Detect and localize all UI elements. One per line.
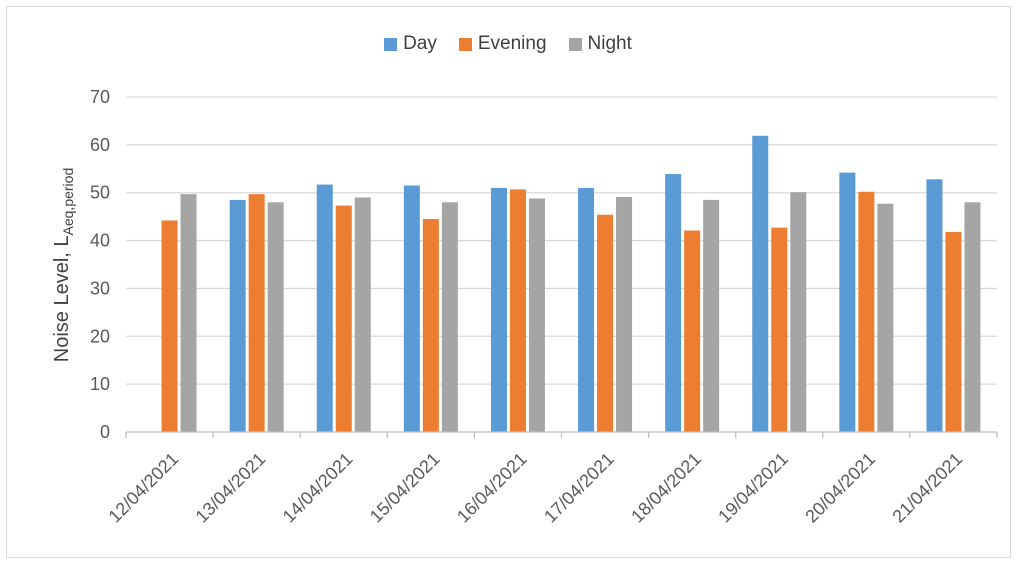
bar-evening-15/04/2021 xyxy=(422,219,439,432)
bar-night-15/04/2021 xyxy=(441,202,458,432)
y-axis-label-subscript: Aeq,period xyxy=(60,168,76,236)
legend-label-evening: Evening xyxy=(477,33,547,54)
x-tick-label: 20/04/2021 xyxy=(801,449,879,527)
x-tick-label: 12/04/2021 xyxy=(105,449,183,527)
bar-evening-20/04/2021 xyxy=(858,191,875,432)
y-tick-label: 50 xyxy=(90,183,110,203)
y-tick-label: 70 xyxy=(90,87,110,107)
bar-day-14/04/2021 xyxy=(316,184,333,432)
y-tick-label: 10 xyxy=(90,374,110,394)
x-tick-label: 16/04/2021 xyxy=(453,449,531,527)
bar-evening-17/04/2021 xyxy=(597,214,614,432)
x-tick-label: 18/04/2021 xyxy=(627,449,705,527)
legend-label-night: Night xyxy=(587,33,632,54)
bar-day-20/04/2021 xyxy=(839,172,856,432)
bar-evening-12/04/2021 xyxy=(161,220,178,432)
bar-night-21/04/2021 xyxy=(964,202,981,432)
x-tick-label: 13/04/2021 xyxy=(192,449,270,527)
bar-night-19/04/2021 xyxy=(790,192,807,432)
bar-night-16/04/2021 xyxy=(528,198,545,432)
chart-legend: Day Evening Night xyxy=(0,33,1016,55)
bar-evening-13/04/2021 xyxy=(248,194,265,432)
bar-day-15/04/2021 xyxy=(403,185,420,432)
x-tick-label: 21/04/2021 xyxy=(888,449,966,527)
legend-item-day: Day xyxy=(384,33,437,55)
bar-day-18/04/2021 xyxy=(665,174,682,433)
x-tick-label: 19/04/2021 xyxy=(714,449,792,527)
bar-evening-18/04/2021 xyxy=(684,230,701,432)
bar-night-14/04/2021 xyxy=(354,197,371,432)
x-tick-label: 14/04/2021 xyxy=(279,449,357,527)
x-tick-label: 15/04/2021 xyxy=(366,449,444,527)
bar-night-17/04/2021 xyxy=(616,197,633,432)
bars xyxy=(161,135,981,433)
legend-swatch-evening xyxy=(458,37,472,51)
bar-night-20/04/2021 xyxy=(877,203,894,432)
bar-day-17/04/2021 xyxy=(578,187,595,432)
bar-night-13/04/2021 xyxy=(267,202,284,432)
y-tick-label: 30 xyxy=(90,278,110,298)
bar-evening-19/04/2021 xyxy=(771,227,788,432)
legend-label-day: Day xyxy=(403,33,437,54)
bar-evening-16/04/2021 xyxy=(509,189,526,432)
legend-swatch-night xyxy=(568,37,582,51)
y-tick-label: 40 xyxy=(90,231,110,251)
legend-swatch-day xyxy=(384,37,398,51)
y-tick-label: 20 xyxy=(90,326,110,346)
bar-evening-21/04/2021 xyxy=(945,231,962,432)
y-tick-label: 0 xyxy=(100,422,110,442)
bar-day-19/04/2021 xyxy=(752,135,769,432)
legend-item-night: Night xyxy=(568,33,632,55)
bar-day-16/04/2021 xyxy=(490,187,507,432)
bar-day-13/04/2021 xyxy=(229,199,246,432)
bar-day-21/04/2021 xyxy=(926,179,943,432)
bar-night-12/04/2021 xyxy=(180,194,197,432)
legend-item-evening: Evening xyxy=(458,33,547,55)
bar-night-18/04/2021 xyxy=(703,199,720,432)
x-tick-label: 17/04/2021 xyxy=(540,449,618,527)
y-axis-label: Noise Level, LAeq,period xyxy=(51,168,76,362)
y-tick-label: 60 xyxy=(90,135,110,155)
y-axis-label-main: Noise Level, L xyxy=(51,235,73,362)
bar-evening-14/04/2021 xyxy=(335,205,352,432)
